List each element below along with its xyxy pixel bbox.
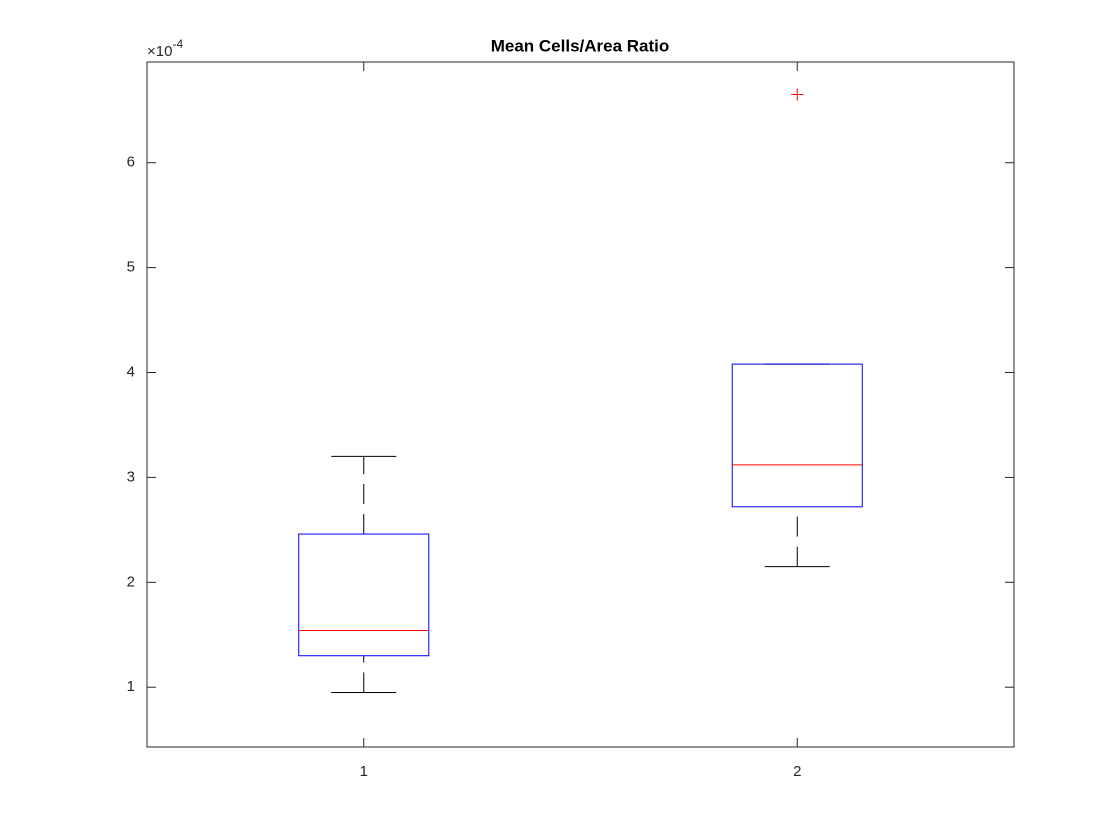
box	[298, 533, 430, 657]
x-tick-label: 2	[793, 763, 801, 780]
y-tick-label: 5	[127, 259, 135, 276]
box	[731, 363, 863, 508]
outlier	[791, 88, 804, 101]
y-exponent-power: -4	[172, 37, 183, 51]
chart-title: Mean Cells/Area Ratio	[491, 36, 670, 55]
x-tick-label: 1	[360, 763, 368, 780]
y-tick-label: 1	[127, 678, 135, 695]
y-exponent-base: ×10	[147, 43, 172, 60]
plot-frame	[146, 61, 1015, 748]
y-exponent: ×10-4	[147, 37, 183, 60]
y-tick-label: 2	[127, 573, 135, 590]
y-tick-label: 6	[127, 154, 135, 171]
y-tick-label: 4	[127, 363, 135, 380]
y-tick-label: 3	[127, 468, 135, 485]
